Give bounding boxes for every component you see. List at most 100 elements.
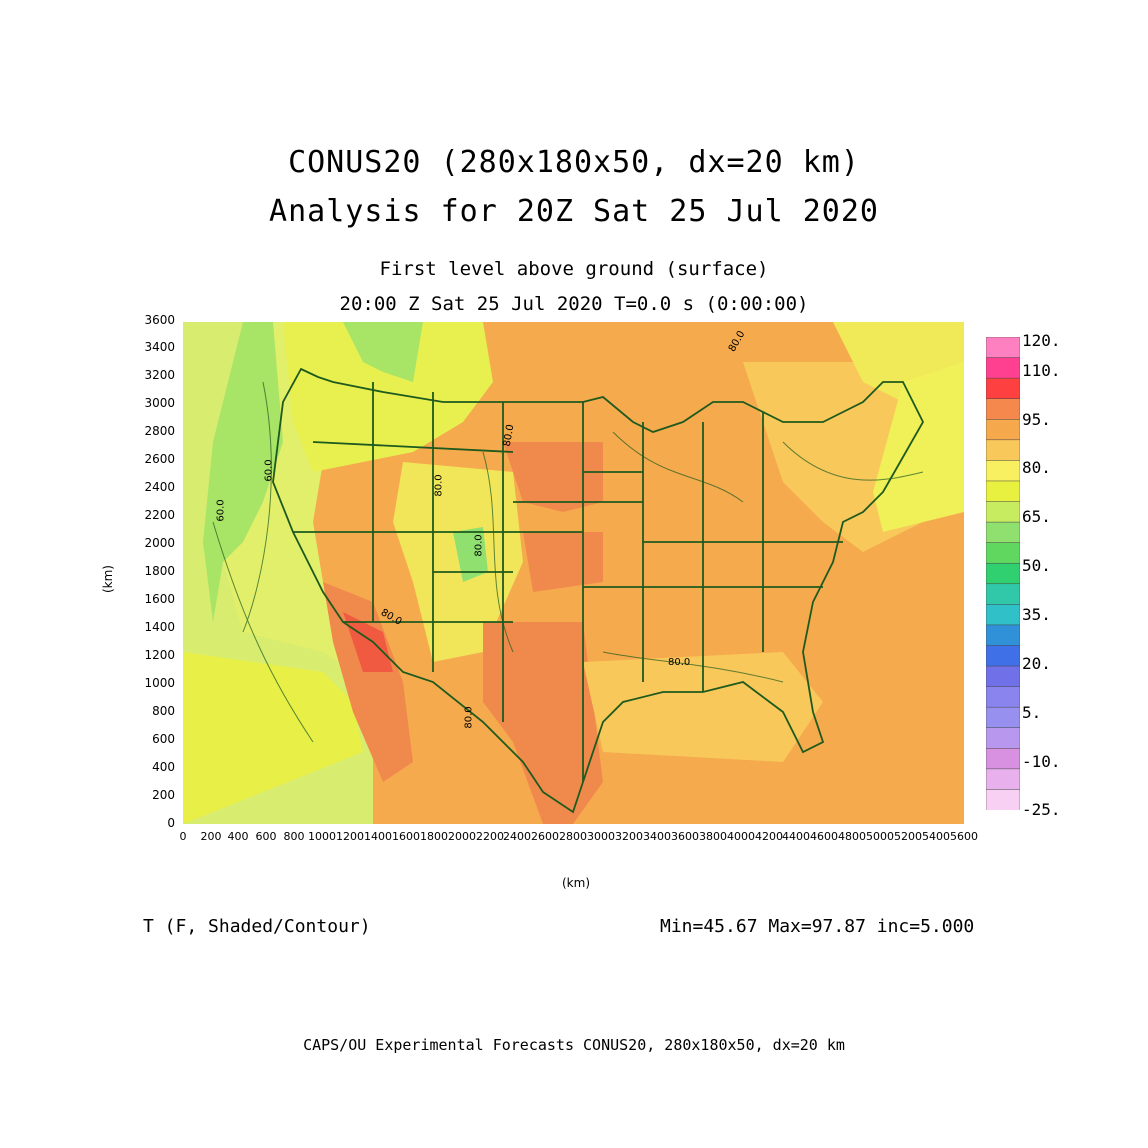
x-tick-label: 1600 <box>392 830 420 843</box>
x-tick-label: 5400 <box>922 830 950 843</box>
legend-label: -10. <box>1022 752 1061 771</box>
x-tick-label: 1400 <box>364 830 392 843</box>
contour-label: 80.0 <box>463 706 475 729</box>
legend-swatch <box>986 337 1020 359</box>
contour-label: 80.0 <box>433 474 445 497</box>
pacific-coldest-band <box>203 322 283 622</box>
southwest-hot-region <box>323 582 413 782</box>
legend-swatch <box>986 645 1020 667</box>
plot-subtitle-time: 20:00 Z Sat 25 Jul 2020 T=0.0 s (0:00:00… <box>339 293 809 315</box>
y-tick-label: 600 <box>152 732 175 746</box>
legend-swatch <box>986 357 1020 379</box>
y-tick-label: 1000 <box>144 676 175 690</box>
x-tick-label: 3200 <box>615 830 643 843</box>
legend-swatch <box>986 562 1020 585</box>
texas-hot-region <box>483 622 603 824</box>
rockies-cool-region <box>393 462 523 662</box>
plot-title-line1: CONUS20 (280x180x50, dx=20 km) <box>288 145 860 180</box>
x-tick-label: 200 <box>200 830 222 843</box>
plains-hot-north <box>503 442 603 512</box>
legend-label: 50. <box>1022 556 1051 575</box>
field-stats: Min=45.67 Max=97.87 inc=5.000 <box>660 916 975 937</box>
x-tick-label: 2600 <box>531 830 559 843</box>
legend-swatch <box>986 398 1020 421</box>
pacific-south-band <box>183 652 363 824</box>
y-tick-label: 1200 <box>144 648 175 662</box>
x-tick-label: 1800 <box>420 830 448 843</box>
x-tick-label: 5600 <box>950 830 978 843</box>
legend-label: 20. <box>1022 654 1051 673</box>
legend-swatch <box>986 419 1020 441</box>
y-tick-label: 200 <box>152 788 175 802</box>
legend-swatch <box>986 604 1020 626</box>
legend-swatch <box>986 748 1020 770</box>
x-tick-label: 2200 <box>476 830 504 843</box>
x-tick-label: 0 <box>179 830 187 843</box>
x-tick-label: 600 <box>255 830 277 843</box>
y-tick-label: 1800 <box>144 564 175 578</box>
x-tick-label: 3400 <box>643 830 671 843</box>
legend-label: 120. <box>1022 331 1061 350</box>
y-tick-label: 2000 <box>144 536 175 550</box>
x-tick-label: 800 <box>283 830 305 843</box>
x-axis-unit: (km) <box>562 876 591 890</box>
legend-label: -25. <box>1022 800 1061 819</box>
contour-label: 60.0 <box>263 459 275 482</box>
legend-swatch <box>986 542 1020 564</box>
y-tick-label: 800 <box>152 704 175 718</box>
atlantic-cool-region <box>873 362 964 532</box>
x-tick-label: 4800 <box>838 830 866 843</box>
x-tick-label: 3800 <box>699 830 727 843</box>
y-tick-label: 2200 <box>144 508 175 522</box>
legend-swatch <box>986 583 1020 606</box>
temperature-contours <box>212 381 924 743</box>
y-tick-label: 2600 <box>144 452 175 466</box>
northwest-cool-region <box>283 322 493 472</box>
legend-label: 65. <box>1022 507 1051 526</box>
x-tick-label: 4600 <box>810 830 838 843</box>
legend-swatch <box>986 706 1020 729</box>
y-tick-label: 400 <box>152 760 175 774</box>
legend-label: 95. <box>1022 410 1051 429</box>
x-tick-label: 3000 <box>587 830 615 843</box>
color-legend-bar <box>986 337 1020 810</box>
y-tick-label: 1600 <box>144 592 175 606</box>
x-tick-label: 3600 <box>671 830 699 843</box>
plot-title-line2: Analysis for 20Z Sat 25 Jul 2020 <box>269 194 879 229</box>
southwest-hottest-pocket <box>343 612 393 672</box>
legend-swatch <box>986 460 1020 482</box>
legend-swatch <box>986 439 1020 462</box>
x-tick-label: 1000 <box>308 830 336 843</box>
y-tick-label: 1400 <box>144 620 175 634</box>
legend-swatch <box>986 789 1020 810</box>
plains-hot-south <box>523 532 603 592</box>
legend-swatch <box>986 686 1020 708</box>
y-tick-label: 2400 <box>144 480 175 494</box>
legend-label: 5. <box>1022 703 1042 722</box>
y-axis-unit: (km) <box>101 564 116 594</box>
x-tick-label: 5200 <box>894 830 922 843</box>
state-boundaries <box>272 367 925 814</box>
y-tick-label: 3400 <box>144 340 175 354</box>
legend-swatch <box>986 377 1020 400</box>
contour-label: 60.0 <box>215 499 227 522</box>
legend-swatch <box>986 665 1020 688</box>
northwest-cold-pocket <box>343 322 423 382</box>
y-tick-label: 3600 <box>144 313 175 327</box>
contour-label: 80.0 <box>668 657 691 668</box>
x-tick-label: 400 <box>227 830 249 843</box>
x-tick-label: 1200 <box>336 830 364 843</box>
x-tick-label: 4400 <box>782 830 810 843</box>
legend-swatch <box>986 501 1020 523</box>
x-tick-label: 4200 <box>755 830 783 843</box>
legend-swatch <box>986 624 1020 647</box>
contour-label: 80.0 <box>473 534 485 557</box>
temperature-map <box>183 322 964 824</box>
legend-swatch <box>986 727 1020 750</box>
legend-swatch <box>986 521 1020 544</box>
x-tick-label: 2400 <box>503 830 531 843</box>
y-tick-label: 2800 <box>144 424 175 438</box>
x-tick-label: 2000 <box>448 830 476 843</box>
legend-label: 35. <box>1022 605 1051 624</box>
legend-swatch <box>986 768 1020 791</box>
